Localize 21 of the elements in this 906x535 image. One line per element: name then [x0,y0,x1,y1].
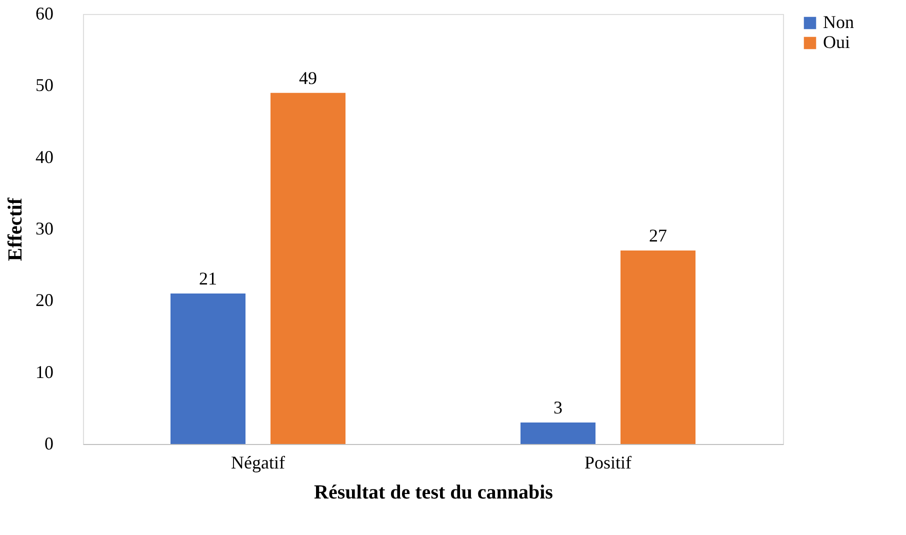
y-axis-title: Effectif [4,198,26,262]
data-label: 3 [554,398,562,418]
bar [170,294,246,444]
legend-label: Oui [823,32,850,52]
y-tick-label: 30 [36,218,54,238]
x-tick-label: Négatif [231,452,285,472]
y-tick-label: 20 [36,290,54,310]
bar [620,250,696,444]
y-tick-label: 50 [36,75,54,96]
data-label: 49 [299,68,317,88]
x-axis-title: Résultat de test du cannabis [314,482,554,504]
data-label: 21 [199,268,217,288]
data-label: 27 [649,226,667,246]
y-tick-label: 60 [36,4,54,24]
x-tick-label: Positif [584,452,632,472]
y-tick-label: 0 [44,434,54,454]
legend-label: Non [823,12,854,32]
y-tick-label: 10 [36,362,54,382]
bar [270,92,346,444]
y-tick-label: 40 [36,146,54,167]
bar [520,422,596,444]
